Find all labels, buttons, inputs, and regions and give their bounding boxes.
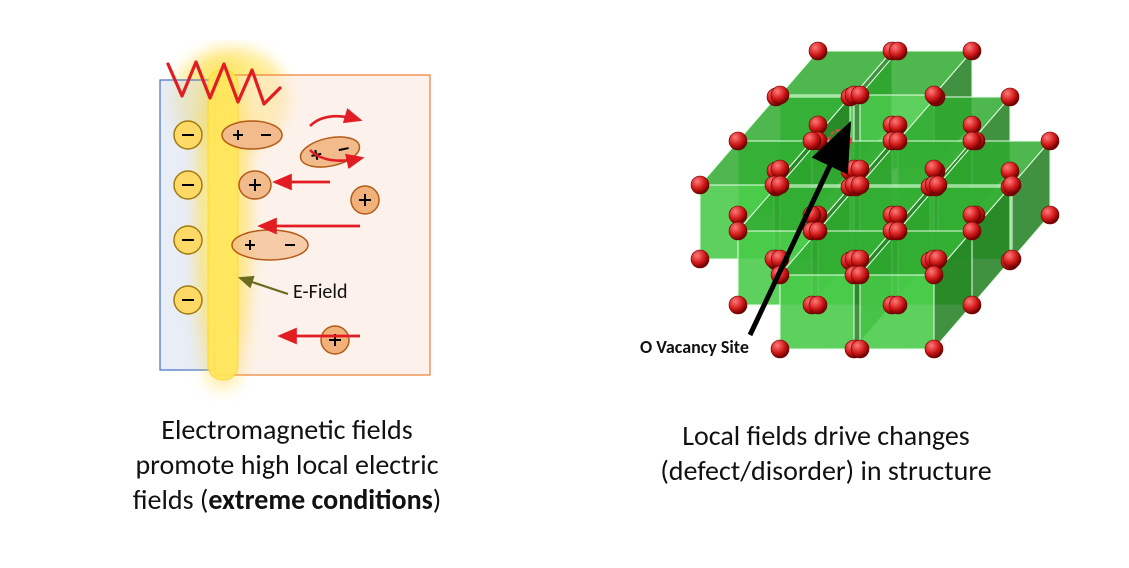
left-diagram: E-Field bbox=[130, 40, 470, 410]
left-caption-line3a: fields ( bbox=[133, 482, 209, 517]
left-caption-line3-bold: extreme conditions bbox=[208, 482, 432, 517]
svg-text:O Vacancy Site: O Vacancy Site bbox=[640, 336, 749, 358]
right-caption-line2: (defect/disorder) in structure bbox=[660, 453, 991, 488]
figure-root: E-Field O Vacancy Site Electromagnetic f… bbox=[0, 0, 1129, 568]
left-caption-line3b: ) bbox=[433, 482, 442, 517]
left-caption-line1: Electromagnetic fields bbox=[161, 412, 412, 447]
left-caption-line2: promote high local electric bbox=[135, 447, 438, 482]
right-diagram: O Vacancy Site bbox=[580, 35, 1060, 405]
svg-text:E-Field: E-Field bbox=[293, 280, 347, 304]
left-caption: Electromagnetic fields promote high loca… bbox=[72, 412, 502, 517]
right-caption-line1: Local fields drive changes bbox=[682, 418, 970, 453]
right-caption: Local fields drive changes (defect/disor… bbox=[586, 418, 1066, 488]
